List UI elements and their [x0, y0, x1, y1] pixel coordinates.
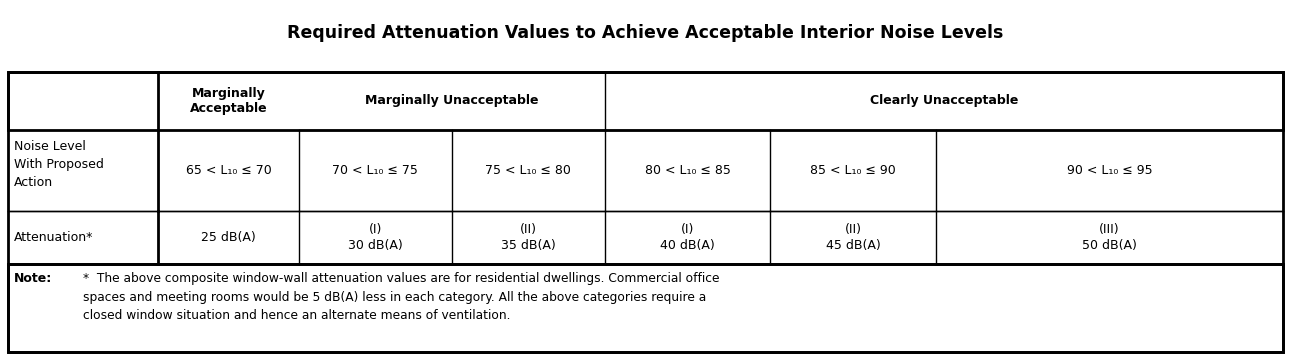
- Text: (III)
50 dB(A): (III) 50 dB(A): [1082, 223, 1137, 252]
- Text: *  The above composite window-wall attenuation values are for residential dwelli: * The above composite window-wall attenu…: [83, 272, 719, 322]
- Text: Clearly Unacceptable: Clearly Unacceptable: [870, 95, 1019, 108]
- Bar: [8, 72, 1283, 352]
- Text: Required Attenuation Values to Achieve Acceptable Interior Noise Levels: Required Attenuation Values to Achieve A…: [288, 24, 1003, 42]
- Text: 25 dB(A): 25 dB(A): [201, 231, 256, 244]
- Text: 75 < L₁₀ ≤ 80: 75 < L₁₀ ≤ 80: [485, 164, 571, 177]
- Text: 65 < L₁₀ ≤ 70: 65 < L₁₀ ≤ 70: [186, 164, 271, 177]
- Text: (I)
30 dB(A): (I) 30 dB(A): [347, 223, 403, 252]
- Text: (I)
40 dB(A): (I) 40 dB(A): [660, 223, 715, 252]
- Text: 80 < L₁₀ ≤ 85: 80 < L₁₀ ≤ 85: [644, 164, 731, 177]
- Text: Marginally
Acceptable: Marginally Acceptable: [190, 86, 267, 115]
- Text: Note:: Note:: [14, 272, 52, 285]
- Bar: [8, 264, 1283, 352]
- Text: Marginally Unacceptable: Marginally Unacceptable: [365, 95, 538, 108]
- Text: Attenuation*: Attenuation*: [14, 231, 93, 244]
- Text: Noise Level
With Proposed
Action: Noise Level With Proposed Action: [14, 140, 103, 189]
- Text: 90 < L₁₀ ≤ 95: 90 < L₁₀ ≤ 95: [1066, 164, 1153, 177]
- Text: 70 < L₁₀ ≤ 75: 70 < L₁₀ ≤ 75: [332, 164, 418, 177]
- Text: (II)
35 dB(A): (II) 35 dB(A): [501, 223, 555, 252]
- Bar: [8, 72, 1283, 130]
- Text: (II)
45 dB(A): (II) 45 dB(A): [826, 223, 880, 252]
- Text: 85 < L₁₀ ≤ 90: 85 < L₁₀ ≤ 90: [811, 164, 896, 177]
